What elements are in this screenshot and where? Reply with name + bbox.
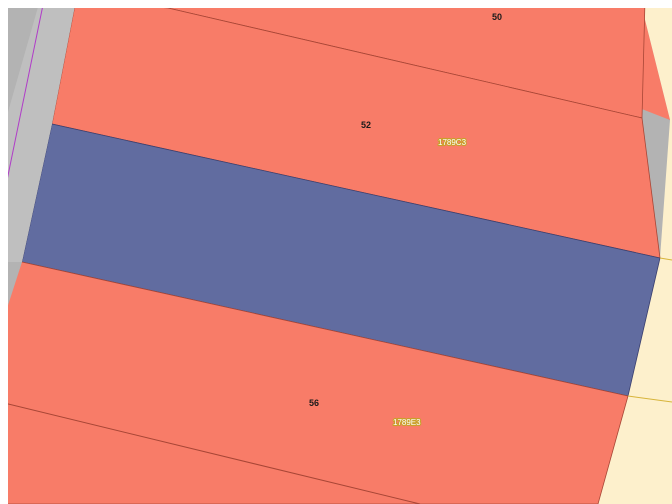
lot-number-label: 50 bbox=[492, 12, 502, 22]
lot-boundary-line bbox=[0, 401, 421, 504]
lot-number-label: 56 bbox=[309, 398, 319, 408]
frame-left bbox=[0, 0, 8, 504]
road-lane bbox=[0, 0, 76, 262]
parcel-id-halo: 1789C3 bbox=[438, 138, 467, 147]
parcel-id-halo: 1789E3 bbox=[393, 418, 421, 427]
lot-number-label: 52 bbox=[361, 120, 371, 130]
boundary-line bbox=[3, 0, 45, 196]
parcel-id-label: 1789E3 bbox=[393, 418, 421, 427]
parcel-id-label: 1789C3 bbox=[438, 138, 467, 147]
adjacent-boundary-bottom bbox=[627, 395, 672, 403]
frame-top bbox=[0, 0, 672, 8]
adjacent-boundary-top bbox=[659, 257, 672, 261]
adjacent-zone bbox=[598, 0, 672, 504]
